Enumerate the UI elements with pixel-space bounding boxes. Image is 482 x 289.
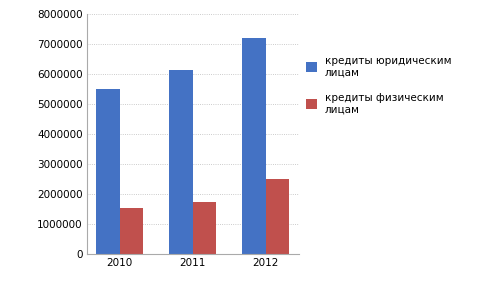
- Bar: [96, 89, 120, 254]
- Legend: кредиты юридическим
лицам, кредиты физическим
лицам: кредиты юридическим лицам, кредиты физич…: [306, 56, 452, 114]
- Bar: [242, 38, 266, 254]
- Bar: [120, 208, 143, 254]
- Bar: [266, 179, 289, 254]
- Bar: [193, 202, 216, 254]
- Bar: [170, 70, 193, 254]
